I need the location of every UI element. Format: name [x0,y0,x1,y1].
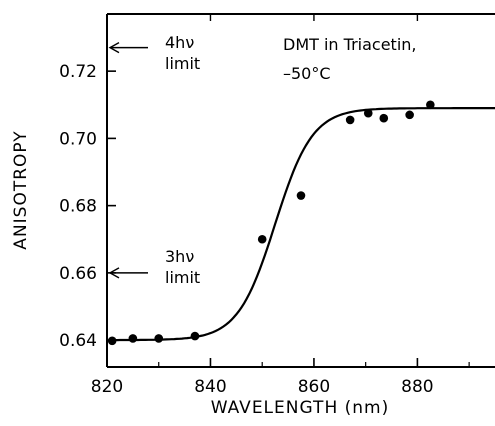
x-axis-title: WAVELENGTH (nm) [211,398,389,418]
data-points [108,100,435,345]
x-tick-label: 860 [298,377,330,397]
x-tick-label: 820 [91,377,123,397]
y-tick-label: 0.64 [59,331,97,351]
data-point [129,334,138,343]
y-axis-title: ANISOTROPY [11,130,31,249]
data-point [258,235,267,244]
y-tick-label: 0.68 [59,197,97,217]
sample-label-line1: DMT in Triacetin, [283,35,417,54]
x-tick-label: 840 [194,377,226,397]
limit-3hv-annotation: 3hν limit [110,247,200,287]
y-tick-label: 0.72 [59,62,97,82]
data-point [364,109,373,118]
data-point [405,111,414,120]
tick-labels: 820 840 860 880 0.64 0.66 0.68 0.70 0.72 [59,62,433,397]
x-tick-label: 880 [401,377,433,397]
data-point [346,116,355,125]
data-point [191,332,200,341]
limit-4hv-limit: limit [165,54,200,73]
limit-3hv-limit: limit [165,268,200,287]
limit-3hv-label: 3hν [165,247,194,266]
data-point [154,334,163,343]
data-point [426,100,435,109]
limit-4hv-annotation: 4hν limit [110,33,200,73]
data-point [108,336,117,345]
y-tick-label: 0.66 [59,264,97,284]
data-point [379,114,388,123]
y-tick-label: 0.70 [59,129,97,149]
data-point [297,191,306,200]
sample-label-line2: –50°C [283,64,331,83]
fit-curve [112,108,495,340]
limit-4hv-label: 4hν [165,33,194,52]
